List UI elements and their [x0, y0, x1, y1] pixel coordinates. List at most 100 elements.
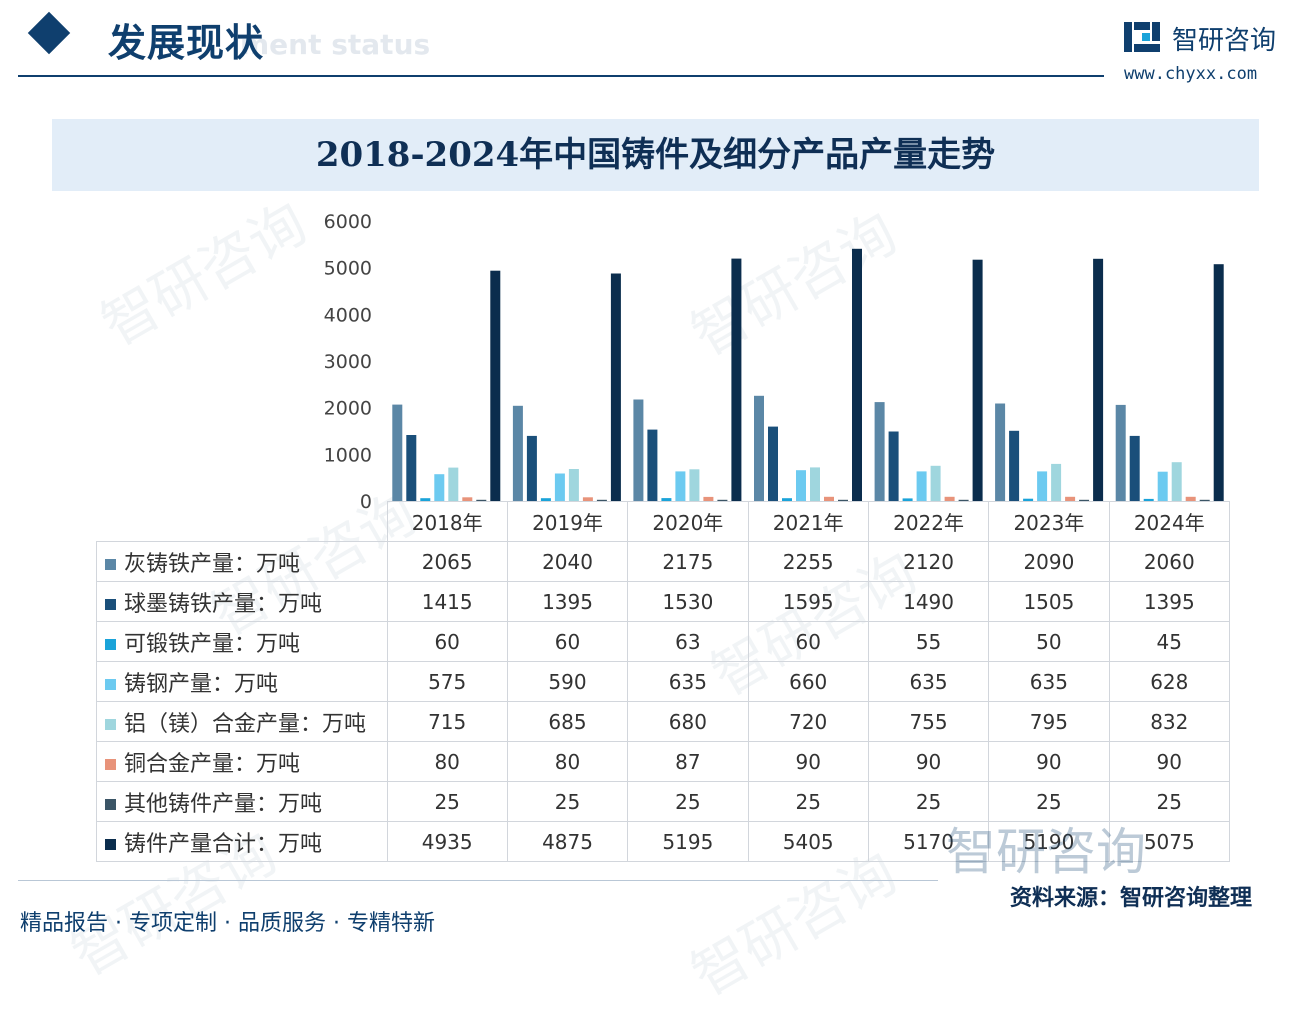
tick-label-y: 5000 — [324, 258, 372, 280]
series-label: 其他铸件产量：万吨 — [96, 781, 388, 822]
page-header: ment status 发展现状 智研咨询 www.chyxx.com — [0, 0, 1316, 100]
table-row: 可锻铁产量：万吨 60 60 63 60 55 50 45 — [96, 621, 1231, 662]
data-label: 1530 — [627, 581, 749, 622]
footer-slogan: 精品报告 · 专项定制 · 品质服务 · 专精特新 — [20, 911, 435, 936]
bar — [540, 498, 551, 501]
bar — [703, 496, 714, 501]
bar — [810, 467, 820, 501]
bar — [1199, 499, 1210, 502]
bar — [661, 498, 672, 501]
data-label: 60 — [506, 621, 629, 662]
data-label: 60 — [386, 621, 508, 662]
data-label: 1490 — [867, 581, 990, 622]
bar — [582, 497, 593, 501]
tick-label-y: 4000 — [324, 304, 372, 326]
bar — [958, 499, 969, 502]
tick-label-y: 1000 — [324, 444, 372, 466]
bar — [596, 499, 607, 502]
legend-swatch — [105, 679, 116, 690]
table-row: 铜合金产量：万吨 80 80 87 90 90 90 90 — [96, 741, 1231, 782]
brand-url[interactable]: www.chyxx.com — [1124, 64, 1258, 84]
tick-label-x: 2024年 — [1108, 501, 1231, 542]
table-row: 铝（镁）合金产量：万吨 715 685 680 720 755 795 832 — [96, 701, 1231, 742]
data-label: 2120 — [867, 541, 990, 582]
footer-divider — [18, 880, 938, 881]
bar — [754, 395, 764, 501]
tick-label-y: 2000 — [324, 398, 372, 420]
section-title: 发展现状 — [108, 21, 265, 65]
bar — [490, 270, 501, 501]
bar — [462, 497, 473, 501]
series-label: 铸钢产量：万吨 — [96, 661, 388, 702]
header-divider — [18, 75, 1104, 77]
data-label: 5170 — [867, 821, 990, 862]
data-label: 2040 — [506, 541, 629, 582]
data-label: 1395 — [1108, 581, 1231, 622]
data-label: 795 — [988, 701, 1110, 742]
bar — [1009, 430, 1020, 501]
bar — [838, 499, 848, 502]
legend-entry: 其他铸件产量：万吨 — [124, 791, 323, 817]
data-label: 25 — [1108, 781, 1231, 822]
bar — [916, 471, 927, 501]
data-label: 635 — [867, 661, 990, 702]
legend-swatch — [105, 559, 116, 570]
legend-entry: 铸钢产量：万吨 — [124, 671, 279, 697]
data-label: 4935 — [386, 821, 508, 862]
bar — [1065, 496, 1076, 501]
table-row: 铸钢产量：万吨 575 590 635 660 635 635 628 — [96, 661, 1231, 702]
bar — [1051, 463, 1062, 501]
data-label: 2255 — [747, 541, 869, 582]
data-label: 90 — [988, 741, 1110, 782]
tick-label-x: 2023年 — [988, 501, 1110, 542]
table-row: 球墨铸铁产量：万吨 1415 1395 1530 1595 1490 1505 1395 — [96, 581, 1231, 622]
series-label: 灰铸铁产量：万吨 — [96, 541, 388, 582]
tick-label-x: 2021年 — [747, 501, 869, 542]
bar — [995, 403, 1006, 501]
tick-label-x: 2022年 — [867, 501, 990, 542]
table-row: 其他铸件产量：万吨 25 25 25 25 25 25 25 — [96, 781, 1231, 822]
bar — [1093, 258, 1104, 501]
series-label: 球墨铸铁产量：万吨 — [96, 581, 388, 622]
bar — [689, 469, 700, 501]
bar — [610, 273, 621, 501]
bar — [568, 469, 579, 501]
bar — [1037, 471, 1048, 501]
data-label: 2090 — [988, 541, 1110, 582]
data-label: 660 — [747, 661, 869, 702]
series-label: 铝（镁）合金产量：万吨 — [96, 701, 388, 742]
chart-title-banner: 2018-2024年中国铸件及细分产品产量走势 — [52, 119, 1259, 191]
bar — [717, 499, 728, 502]
bar — [1079, 499, 1090, 502]
data-label: 715 — [386, 701, 508, 742]
bar — [972, 259, 983, 501]
data-label: 90 — [747, 741, 869, 782]
data-label: 2060 — [1108, 541, 1231, 582]
bar — [633, 399, 644, 501]
data-label: 1395 — [506, 581, 629, 622]
data-label: 590 — [506, 661, 629, 702]
table-corner — [96, 501, 388, 542]
data-label: 90 — [867, 741, 990, 782]
data-label: 25 — [386, 781, 508, 822]
data-label: 25 — [747, 781, 869, 822]
legend-swatch — [105, 759, 116, 770]
bar — [420, 498, 431, 501]
brand-name: 智研咨询 — [1172, 26, 1277, 56]
bar — [930, 465, 941, 501]
legend-entry: 球墨铸铁产量：万吨 — [124, 591, 323, 617]
data-label: 1595 — [747, 581, 869, 622]
bar — [944, 496, 955, 501]
legend-swatch — [105, 639, 116, 650]
data-label: 5075 — [1108, 821, 1231, 862]
data-label: 628 — [1108, 661, 1231, 702]
data-label: 60 — [747, 621, 869, 662]
table-row: 铸件产量合计：万吨 4935 4875 5195 5405 5170 5190 5075 — [96, 821, 1231, 862]
data-label: 5405 — [747, 821, 869, 862]
bar — [768, 426, 778, 501]
data-label: 90 — [1108, 741, 1231, 782]
tick-label-y: 6000 — [324, 211, 372, 233]
data-label: 80 — [506, 741, 629, 782]
bar — [796, 470, 806, 501]
